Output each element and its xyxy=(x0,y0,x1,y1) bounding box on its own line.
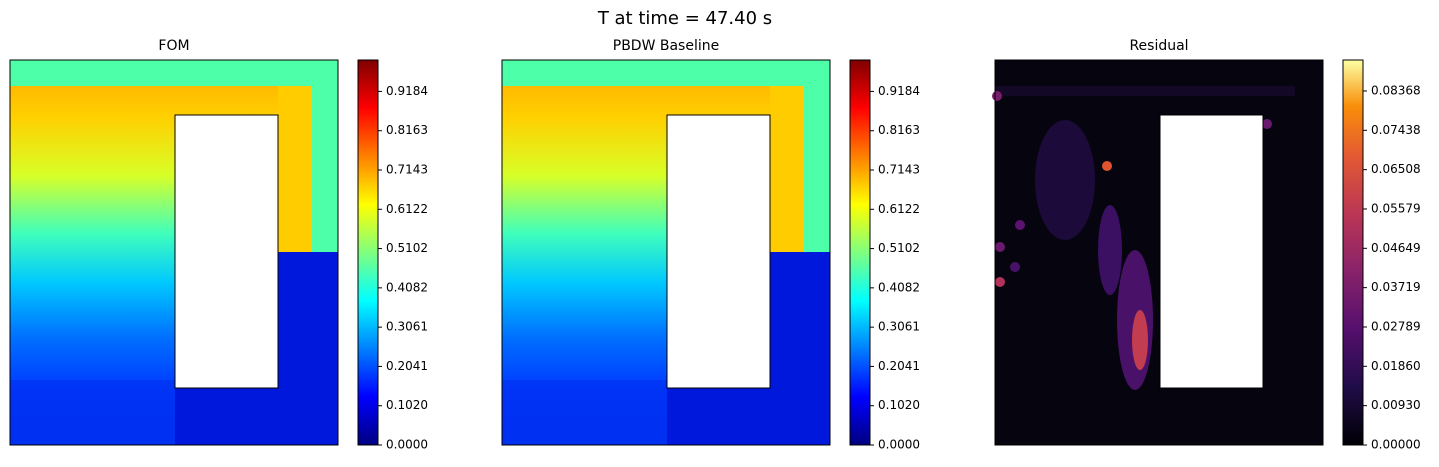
colorbar-tick-label: 0.8163 xyxy=(386,123,428,137)
obstacle xyxy=(1159,114,1264,389)
colorbar-tick-label: 0.2041 xyxy=(878,359,920,373)
colorbar-tick-label: 0.5102 xyxy=(386,241,428,255)
field-region xyxy=(502,60,830,86)
colorbar-tick-label: 0.04649 xyxy=(1371,241,1421,255)
figure-title: T at time = 47.40 s xyxy=(597,8,772,29)
colorbar-tick-label: 0.00000 xyxy=(1371,438,1421,452)
colorbar-tick-label: 0.9184 xyxy=(386,84,428,98)
field-region xyxy=(770,86,804,252)
axes-frame xyxy=(501,59,831,446)
field-blob xyxy=(1098,205,1122,295)
colorbar-tick-label: 0.06508 xyxy=(1371,162,1421,176)
field-blob xyxy=(992,91,1002,101)
colorbar-tick-label: 0.7143 xyxy=(878,162,920,176)
colorbar-tick-label: 0.4082 xyxy=(878,280,920,294)
field-region xyxy=(10,60,338,86)
colorbar-tick-label: 0.03719 xyxy=(1371,280,1421,294)
colorbar-tick-label: 0.3061 xyxy=(386,320,428,334)
colorbar-tick-label: 0.0000 xyxy=(386,438,428,452)
colorbar-tick-label: 0.0000 xyxy=(878,438,920,452)
colorbar-tick-label: 0.3061 xyxy=(878,320,920,334)
colorbar-tick-label: 0.1020 xyxy=(878,398,920,412)
colorbar-tick-label: 0.8163 xyxy=(878,123,920,137)
field-blob xyxy=(1262,119,1272,129)
colorbar xyxy=(849,59,871,446)
colorbar-tick-label: 0.07438 xyxy=(1371,123,1421,137)
colorbar-tick-label: 0.5102 xyxy=(878,241,920,255)
field-region xyxy=(10,380,175,445)
colorbar-tick-label: 0.02789 xyxy=(1371,320,1421,334)
colorbar-tick-label: 0.1020 xyxy=(386,398,428,412)
field-region xyxy=(312,60,338,252)
axes-frame xyxy=(9,59,339,446)
panel: Residual 0.00000 0.00930 0.01860 0.02789 0.03… xyxy=(992,38,1421,452)
panel: FOM 0.0000 0.1020 0.2041 0.3061 0.4082 0.5102 0… xyxy=(9,38,428,452)
colorbar xyxy=(357,59,379,446)
field-region xyxy=(502,380,667,445)
field-blob xyxy=(1010,262,1020,272)
panel-title: Residual xyxy=(1129,38,1188,54)
obstacle xyxy=(174,114,279,389)
colorbar-tick-label: 0.2041 xyxy=(386,359,428,373)
colorbar-tick-label: 0.9184 xyxy=(878,84,920,98)
colorbar-tick-label: 0.00930 xyxy=(1371,398,1421,412)
panel-title: FOM xyxy=(158,38,189,54)
colorbar-tick-label: 0.4082 xyxy=(386,280,428,294)
field-region xyxy=(278,86,312,252)
colorbar-tick-label: 0.08368 xyxy=(1371,83,1421,97)
obstacle xyxy=(666,114,771,389)
colorbar-tick-label: 0.6122 xyxy=(386,202,428,216)
colorbar-tick-label: 0.05579 xyxy=(1371,201,1421,215)
field-region xyxy=(804,60,830,252)
field-blob xyxy=(1102,161,1112,171)
panel: PBDW Baseline 0.0000 0.1020 0.2041 0.3061 0.4… xyxy=(501,38,920,452)
colorbar-tick-label: 0.6122 xyxy=(878,202,920,216)
colorbar xyxy=(1342,59,1364,446)
colorbar-tick-label: 0.7143 xyxy=(386,162,428,176)
field-blob xyxy=(1015,220,1025,230)
panel-title: PBDW Baseline xyxy=(613,38,719,54)
field-blob xyxy=(995,277,1005,287)
axes-frame xyxy=(994,59,1324,446)
field-region xyxy=(995,86,1295,96)
field-blob xyxy=(995,242,1005,252)
field-blob xyxy=(1132,310,1148,370)
field-blob xyxy=(1035,120,1095,240)
colorbar-tick-label: 0.01860 xyxy=(1371,359,1421,373)
field xyxy=(995,60,1323,445)
